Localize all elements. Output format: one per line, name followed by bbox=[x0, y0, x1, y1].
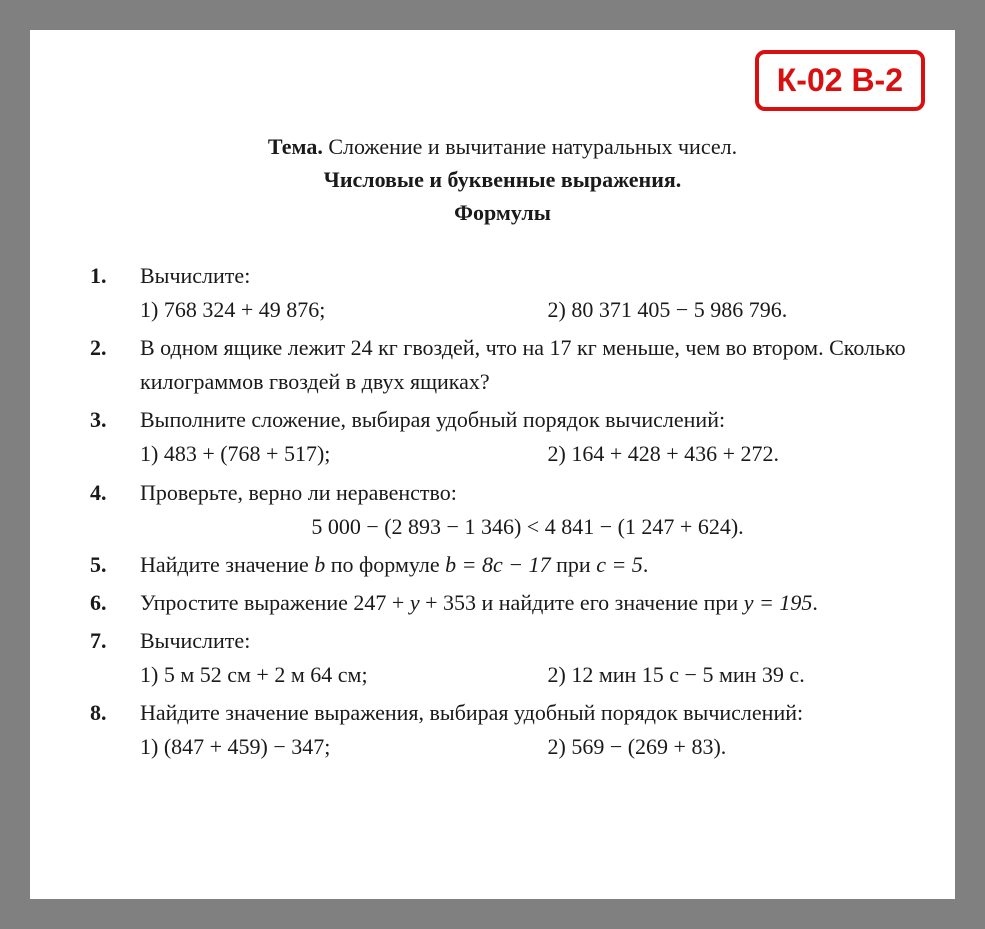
text-e: . bbox=[812, 590, 818, 615]
sub-2: 2) 569 − (269 + 83). bbox=[548, 730, 916, 764]
problem-4: 4. Проверьте, верно ли неравенство: 5 00… bbox=[90, 476, 915, 544]
text-c: по формуле bbox=[325, 552, 445, 577]
topic-line1-text: Сложение и вычитание натуральных чисел. bbox=[328, 134, 737, 159]
sub-2: 2) 80 371 405 − 5 986 796. bbox=[548, 293, 916, 327]
problem-number: 1. bbox=[90, 259, 140, 327]
problem-1: 1. Вычислите: 1) 768 324 + 49 876; 2) 80… bbox=[90, 259, 915, 327]
problem-body: Вычислите: 1) 5 м 52 см + 2 м 64 см; 2) … bbox=[140, 624, 915, 692]
sub-1: 1) 483 + (768 + 517); bbox=[140, 437, 508, 471]
problem-body: Выполните сложение, выбирая удобный поря… bbox=[140, 403, 915, 471]
problem-intro: Выполните сложение, выбирая удобный поря… bbox=[140, 403, 915, 437]
problem-body: Вычислите: 1) 768 324 + 49 876; 2) 80 37… bbox=[140, 259, 915, 327]
topic-label: Тема. bbox=[268, 134, 323, 159]
problem-intro: Найдите значение выражения, выбирая удоб… bbox=[140, 696, 915, 730]
problems-list: 1. Вычислите: 1) 768 324 + 49 876; 2) 80… bbox=[90, 259, 915, 764]
problem-3: 3. Выполните сложение, выбирая удобный п… bbox=[90, 403, 915, 471]
problem-intro: Вычислите: bbox=[140, 259, 915, 293]
problem-8: 8. Найдите значение выражения, выбирая у… bbox=[90, 696, 915, 764]
problem-intro: Вычислите: bbox=[140, 624, 915, 658]
problem-number: 2. bbox=[90, 331, 140, 399]
problem-subrow: 1) 5 м 52 см + 2 м 64 см; 2) 12 мин 15 с… bbox=[140, 658, 915, 692]
problem-number: 5. bbox=[90, 548, 140, 582]
problem-number: 3. bbox=[90, 403, 140, 471]
sub-1: 1) 768 324 + 49 876; bbox=[140, 293, 508, 327]
problem-subrow: 1) (847 + 459) − 347; 2) 569 − (269 + 83… bbox=[140, 730, 915, 764]
var-c: c = 5 bbox=[596, 552, 643, 577]
topic-block: Тема. Сложение и вычитание натуральных ч… bbox=[90, 130, 915, 229]
text-a: Упростите выражение 247 + bbox=[140, 590, 410, 615]
sub-1: 1) 5 м 52 см + 2 м 64 см; bbox=[140, 658, 508, 692]
problem-subrow: 1) 768 324 + 49 876; 2) 80 371 405 − 5 9… bbox=[140, 293, 915, 327]
y-value: y = 195 bbox=[744, 590, 813, 615]
text-g: . bbox=[643, 552, 649, 577]
text-c: + 353 и найдите его значение при bbox=[420, 590, 744, 615]
formula: b = 8c − 17 bbox=[445, 552, 550, 577]
problem-body: В одном ящике лежит 24 кг гвоздей, что н… bbox=[140, 331, 915, 399]
text-e: при bbox=[551, 552, 597, 577]
topic-line2: Числовые и буквенные выражения. bbox=[90, 163, 915, 196]
problem-body: Найдите значение b по формуле b = 8c − 1… bbox=[140, 548, 915, 582]
problem-7: 7. Вычислите: 1) 5 м 52 см + 2 м 64 см; … bbox=[90, 624, 915, 692]
problem-5: 5. Найдите значение b по формуле b = 8c … bbox=[90, 548, 915, 582]
sub-2: 2) 12 мин 15 с − 5 мин 39 с. bbox=[548, 658, 916, 692]
problem-body: Упростите выражение 247 + y + 353 и найд… bbox=[140, 586, 915, 620]
sub-2: 2) 164 + 428 + 436 + 272. bbox=[548, 437, 916, 471]
problem-6: 6. Упростите выражение 247 + y + 353 и н… bbox=[90, 586, 915, 620]
worksheet-page: К-02 В-2 Тема. Сложение и вычитание нату… bbox=[30, 30, 955, 899]
problem-body: Проверьте, верно ли неравенство: 5 000 −… bbox=[140, 476, 915, 544]
var-b: b bbox=[314, 552, 325, 577]
problem-number: 8. bbox=[90, 696, 140, 764]
problem-subrow: 1) 483 + (768 + 517); 2) 164 + 428 + 436… bbox=[140, 437, 915, 471]
problem-body: Найдите значение выражения, выбирая удоб… bbox=[140, 696, 915, 764]
inequality-expression: 5 000 − (2 893 − 1 346) < 4 841 − (1 247… bbox=[140, 510, 915, 544]
var-y: y bbox=[410, 590, 420, 615]
problem-2: 2. В одном ящике лежит 24 кг гвоздей, чт… bbox=[90, 331, 915, 399]
problem-number: 6. bbox=[90, 586, 140, 620]
worksheet-badge: К-02 В-2 bbox=[755, 50, 925, 111]
text-a: Найдите значение bbox=[140, 552, 314, 577]
page-outer: К-02 В-2 Тема. Сложение и вычитание нату… bbox=[20, 20, 965, 909]
topic-line3: Формулы bbox=[90, 196, 915, 229]
problem-number: 4. bbox=[90, 476, 140, 544]
problem-number: 7. bbox=[90, 624, 140, 692]
sub-1: 1) (847 + 459) − 347; bbox=[140, 730, 508, 764]
topic-line1: Тема. Сложение и вычитание натуральных ч… bbox=[90, 130, 915, 163]
problem-intro: Проверьте, верно ли неравенство: bbox=[140, 476, 915, 510]
